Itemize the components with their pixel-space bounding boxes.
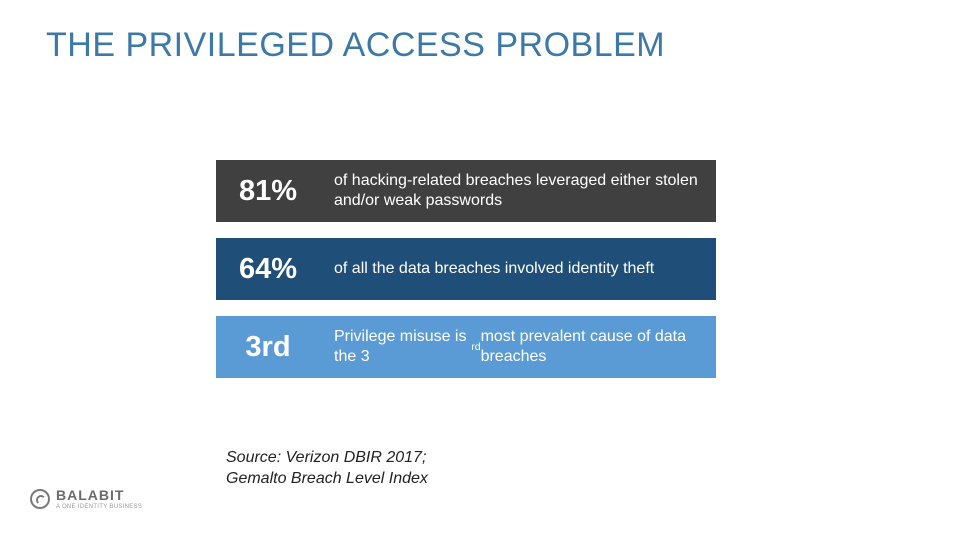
brand-tagline: A ONE IDENTITY BUSINESS (56, 504, 142, 510)
stat-value: 3rd (216, 316, 320, 378)
slide: THE PRIVILEGED ACCESS PROBLEM 81% of hac… (0, 0, 960, 540)
stat-row: 64% of all the data breaches involved id… (216, 238, 716, 300)
stat-text: of hacking-related breaches leveraged ei… (320, 160, 716, 222)
brand-logo-block: BALABIT A ONE IDENTITY BUSINESS (30, 488, 142, 510)
stat-value: 81% (216, 160, 320, 222)
stat-row: 81% of hacking-related breaches leverage… (216, 160, 716, 222)
stat-value: 64% (216, 238, 320, 300)
stats-block: 81% of hacking-related breaches leverage… (216, 160, 716, 394)
brand-text: BALABIT A ONE IDENTITY BUSINESS (56, 488, 142, 510)
stat-text: Privilege misuse is the 3rd most prevale… (320, 316, 716, 378)
source-line: Source: Verizon DBIR 2017; (226, 448, 428, 469)
stat-row: 3rd Privilege misuse is the 3rd most pre… (216, 316, 716, 378)
slide-title: THE PRIVILEGED ACCESS PROBLEM (46, 26, 665, 65)
balabit-logo-icon (30, 489, 50, 509)
source-citation: Source: Verizon DBIR 2017; Gemalto Breac… (226, 448, 428, 490)
source-line: Gemalto Breach Level Index (226, 469, 428, 490)
brand-name: BALABIT (56, 488, 142, 502)
stat-text: of all the data breaches involved identi… (320, 238, 716, 300)
